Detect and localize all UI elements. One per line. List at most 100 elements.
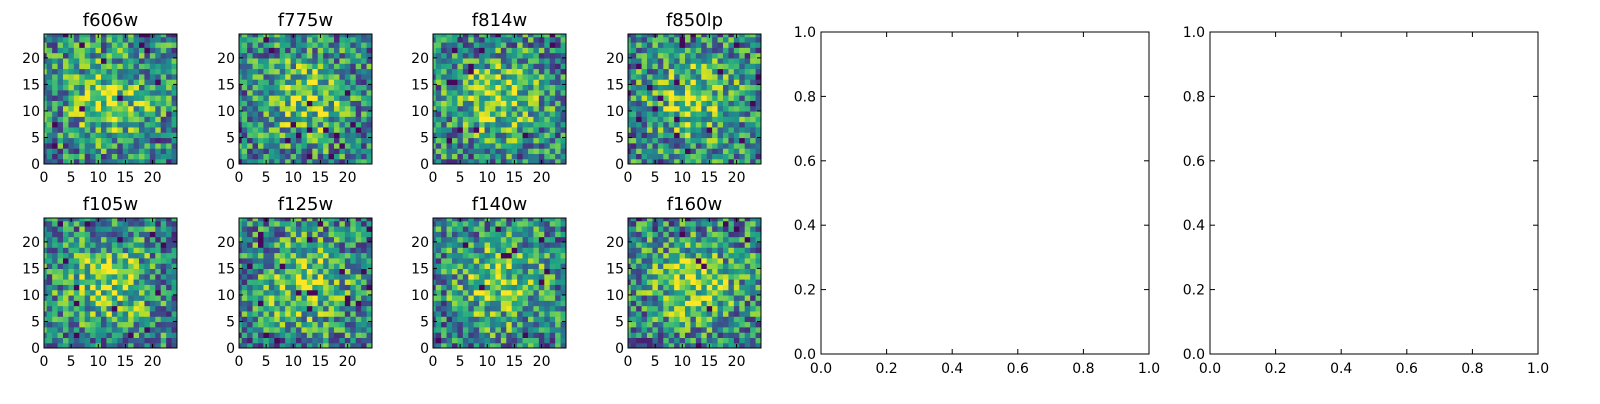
heatmap-cell [734,127,740,133]
heatmap-cell [490,295,496,301]
heatmap-cell [447,37,453,43]
heatmap-cell [128,42,134,48]
heatmap-cell [690,106,696,112]
heatmap-cell [350,231,356,237]
heatmap-cell [58,37,64,43]
heatmap-cell [512,327,518,333]
heatmap-cell [258,290,264,296]
heatmap-cell [274,132,280,138]
heatmap-cell [750,53,756,59]
heatmap-cell [669,332,675,338]
heatmap-cell [474,116,480,122]
heatmap-cell [296,63,302,69]
heatmap-cell [636,300,642,306]
heatmap-cell [517,42,523,48]
heatmap-cell [356,127,362,133]
heatmap-cell [734,274,740,280]
heatmap-cell [441,148,447,154]
heatmap-cell [555,143,561,149]
heatmap-cell [495,47,501,53]
heatmap-cell [707,132,713,138]
heatmap-cell [739,95,745,101]
heatmap-cell [106,63,112,69]
heatmap-cell [269,263,275,269]
heatmap-cell [739,132,745,138]
heatmap-cell [58,100,64,106]
heatmap-cell [285,327,291,333]
heatmap-cell [550,68,556,74]
heatmap-cell [269,226,275,232]
heatmap-cell [274,37,280,43]
heatmap-cell [674,153,680,159]
heatmap-cell [723,100,729,106]
heatmap-cell [68,242,74,248]
heatmap-cell [350,337,356,343]
heatmap-cell [112,237,118,243]
heatmap-cell [263,153,269,159]
heatmap-cell [495,53,501,59]
heatmap-cell [539,295,545,301]
heatmap-cell [506,252,512,258]
heatmap-cell [528,231,534,237]
heatmap-cell [690,327,696,333]
heatmap-cell [334,95,340,101]
heatmap-cell [463,90,469,96]
heatmap-cell [85,268,91,274]
heatmap-cell [247,295,253,301]
heatmap-cell [85,311,91,317]
heatmap-cell [128,111,134,117]
heatmap-cell [436,221,442,227]
heatmap-cell [485,237,491,243]
heatmap-cell [457,122,463,128]
heatmap-cell [134,137,140,143]
heatmap-cell [517,116,523,122]
heatmap-cell [350,279,356,285]
heatmap-cell [106,68,112,74]
heatmap-cell [263,53,269,59]
heatmap-cell [96,79,102,85]
heatmap-cell [301,332,307,338]
heatmap-cell [52,242,58,248]
heatmap-cell [723,42,729,48]
heatmap-cell [117,306,123,312]
heatmap-cell [361,100,367,106]
heatmap-cell [150,242,156,248]
heatmap-cell [680,116,686,122]
heatmap-cell [452,284,458,290]
heatmap-cell [658,290,664,296]
heatmap-cell [263,231,269,237]
heatmap-cell [441,63,447,69]
heatmap-cell [544,284,550,290]
heatmap-cell [258,79,264,85]
heatmap-cell [285,242,291,248]
heatmap-cell [356,226,362,232]
heatmap-cell [79,337,85,343]
heatmap-cell [452,53,458,59]
heatmap-cell [523,263,529,269]
heatmap-cell [652,148,658,154]
heatmap-cell [85,84,91,90]
heatmap-cell [356,106,362,112]
heatmap-cell [144,42,150,48]
heatmap-cell [674,295,680,301]
heatmap-cell [318,337,324,343]
heatmap-cell [269,274,275,280]
heatmap-cell [68,263,74,269]
heatmap-cell [647,274,653,280]
heatmap-cell [63,290,69,296]
heatmap-cell [631,127,637,133]
heatmap-cell [242,252,248,258]
heatmap-cell [85,306,91,312]
heatmap-cell [117,74,123,80]
heatmap-cell [134,90,140,96]
heatmap-cell [90,74,96,80]
heatmap-cell [134,321,140,327]
heatmap-cell [712,316,718,322]
heatmap-cell [334,295,340,301]
heatmap-cell [307,122,313,128]
heatmap-cell [253,79,259,85]
heatmap-cell [345,47,351,53]
heatmap-cell [58,237,64,243]
heatmap-cell [128,84,134,90]
